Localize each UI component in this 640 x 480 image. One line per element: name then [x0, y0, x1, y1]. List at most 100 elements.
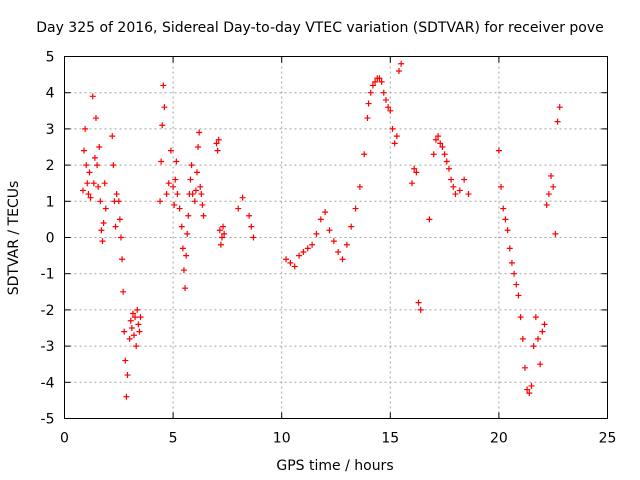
- data-point: [196, 129, 203, 136]
- y-tick-label: 5: [46, 50, 55, 66]
- data-point: [87, 194, 94, 201]
- data-point: [167, 147, 174, 154]
- data-point: [528, 382, 535, 389]
- data-point: [97, 198, 104, 205]
- data-point: [387, 107, 394, 114]
- data-point: [411, 165, 418, 172]
- data-point: [376, 75, 383, 82]
- data-point: [221, 230, 228, 237]
- data-point: [218, 234, 225, 241]
- data-point: [116, 216, 123, 223]
- data-point: [448, 176, 455, 183]
- data-point: [317, 216, 324, 223]
- data-point: [437, 140, 444, 147]
- data-point: [179, 245, 186, 252]
- data-point: [432, 136, 439, 143]
- data-point: [214, 147, 221, 154]
- data-point: [348, 223, 355, 230]
- data-point: [112, 223, 119, 230]
- data-point: [545, 191, 552, 198]
- data-point: [110, 162, 117, 169]
- data-point: [126, 335, 133, 342]
- data-point: [94, 162, 101, 169]
- data-point: [248, 223, 255, 230]
- data-point: [83, 162, 90, 169]
- data-point: [239, 194, 246, 201]
- data-point: [246, 212, 253, 219]
- data-point: [85, 191, 92, 198]
- data-point: [389, 125, 396, 132]
- data-point: [441, 151, 448, 158]
- data-point: [465, 191, 472, 198]
- data-point: [508, 259, 515, 266]
- data-point: [322, 209, 329, 216]
- data-point: [84, 180, 91, 187]
- y-tick-label: 0: [46, 231, 55, 247]
- data-point: [435, 133, 442, 140]
- data-point: [430, 151, 437, 158]
- data-point: [543, 201, 550, 208]
- data-point: [365, 100, 372, 107]
- data-point: [182, 285, 189, 292]
- data-point: [443, 158, 450, 165]
- data-point: [132, 314, 139, 321]
- y-tick-label: 4: [46, 86, 55, 102]
- data-point: [415, 299, 422, 306]
- data-point: [213, 140, 220, 147]
- x-tick-label: 10: [273, 431, 291, 447]
- data-point: [120, 288, 127, 295]
- data-point: [506, 245, 513, 252]
- data-point: [171, 201, 178, 208]
- data-point: [417, 306, 424, 313]
- grid: [64, 56, 608, 419]
- x-tick-label: 0: [60, 431, 69, 447]
- data-point: [426, 216, 433, 223]
- x-axis-ticks: 0 5 10 15 20 25: [60, 56, 617, 447]
- y-tick-label: -1: [41, 267, 55, 283]
- data-point: [165, 180, 172, 187]
- data-point: [409, 180, 416, 187]
- y-axis-label: SDTVAR / TECUs: [6, 181, 22, 296]
- data-point: [235, 205, 242, 212]
- data-point: [532, 314, 539, 321]
- data-point: [195, 144, 202, 150]
- data-point: [364, 115, 371, 122]
- plot-frame: [64, 56, 608, 419]
- data-point: [515, 292, 522, 299]
- data-point: [123, 393, 130, 400]
- data-point: [172, 176, 179, 183]
- data-point: [199, 201, 206, 208]
- x-axis-label: GPS time / hours: [276, 458, 393, 474]
- data-point: [548, 172, 555, 179]
- data-point: [82, 125, 89, 132]
- data-point: [552, 230, 559, 237]
- data-point: [461, 176, 468, 183]
- data-point: [524, 386, 531, 393]
- data-point: [513, 281, 520, 288]
- data-point: [215, 136, 222, 143]
- data-point: [539, 328, 546, 335]
- data-point: [439, 144, 446, 150]
- data-point: [339, 256, 346, 263]
- data-point: [121, 328, 128, 335]
- data-point: [136, 328, 143, 335]
- data-point: [330, 238, 337, 245]
- x-tick-label: 25: [599, 431, 617, 447]
- data-point: [90, 180, 97, 187]
- data-point: [556, 104, 563, 111]
- y-tick-label: -3: [41, 339, 55, 355]
- data-point: [170, 183, 177, 190]
- data-point: [519, 335, 526, 342]
- data-point: [500, 205, 507, 212]
- data-points: [79, 60, 563, 400]
- data-point: [550, 183, 557, 190]
- data-point: [192, 187, 199, 194]
- data-point: [198, 191, 205, 198]
- data-point: [521, 364, 528, 371]
- data-point: [92, 115, 99, 122]
- data-point: [96, 144, 103, 150]
- data-point: [445, 165, 452, 172]
- data-point: [495, 147, 502, 154]
- data-point: [133, 343, 140, 350]
